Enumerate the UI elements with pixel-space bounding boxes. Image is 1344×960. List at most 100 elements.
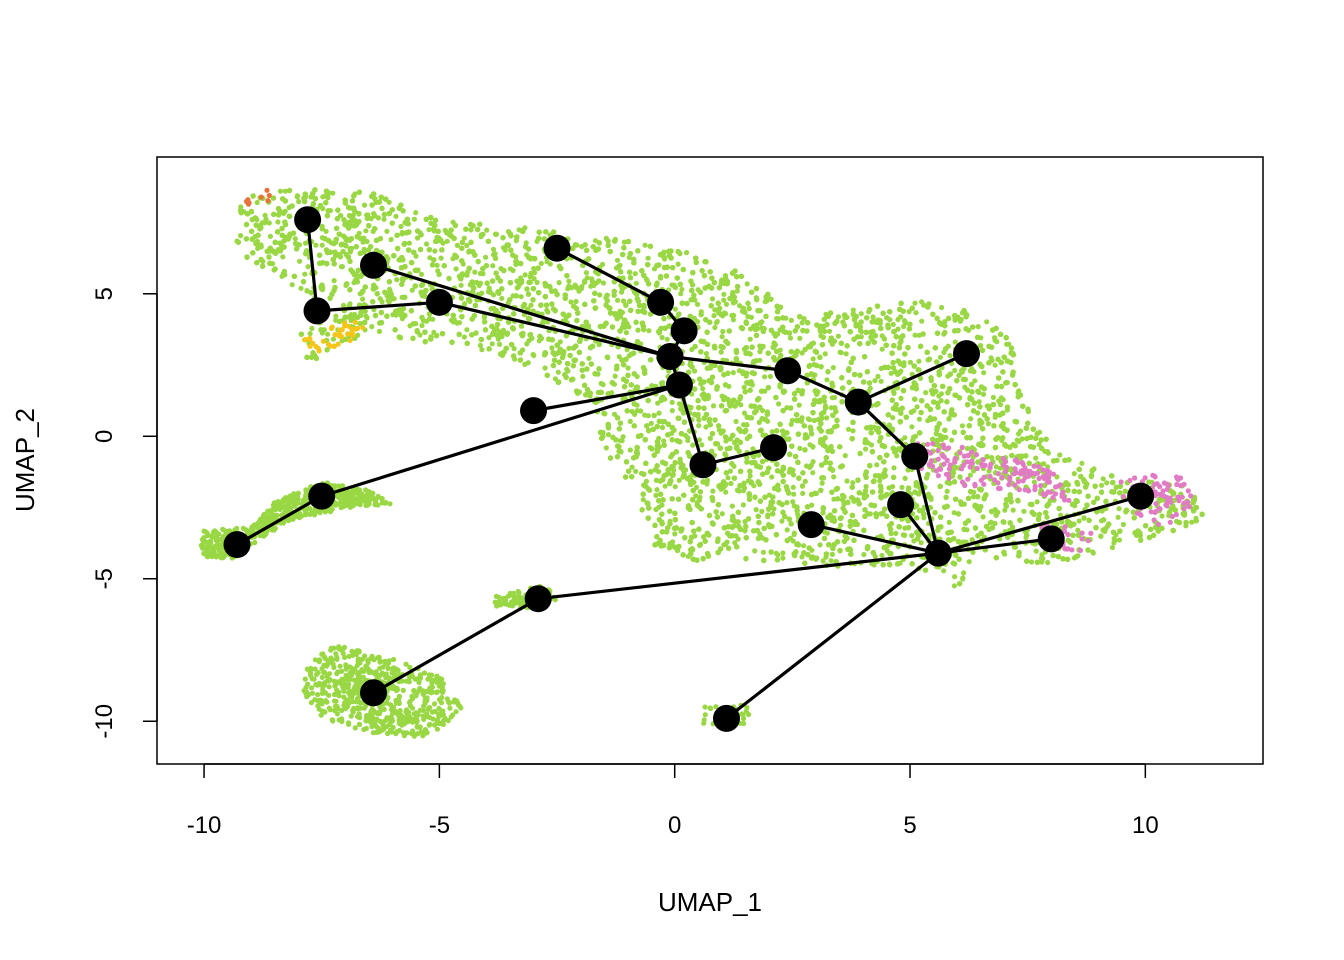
cell-point (376, 328, 383, 334)
cell-point (662, 483, 668, 489)
cell-point (672, 531, 678, 537)
cell-point (584, 275, 590, 281)
cell-point (917, 375, 924, 381)
cell-point (863, 483, 869, 490)
cell-point (1017, 428, 1024, 434)
cell-point (381, 216, 387, 222)
cell-point (824, 377, 830, 383)
cell-point (703, 351, 710, 357)
cell-point (625, 365, 631, 371)
cell-point (902, 435, 908, 441)
cell-point (817, 542, 823, 548)
cell-point (890, 321, 896, 328)
cell-point (552, 376, 559, 382)
cell-point (811, 417, 817, 424)
cell-point (1120, 521, 1126, 528)
cell-point (829, 551, 836, 558)
cell-point (363, 228, 369, 234)
cell-point (867, 385, 873, 391)
cell-point (964, 445, 971, 452)
cell-point (598, 380, 604, 387)
cell-point (709, 296, 716, 302)
cell-point (632, 271, 638, 277)
cell-point (544, 259, 550, 265)
cell-point (784, 500, 790, 506)
cell-point (878, 378, 884, 384)
cell-point (788, 421, 794, 427)
cell-point (730, 317, 737, 323)
cell-point (305, 264, 311, 270)
cell-point (835, 333, 842, 339)
cell-point (489, 341, 495, 347)
cell-point (620, 298, 627, 304)
cell-point (912, 332, 918, 338)
cell-point (799, 350, 805, 356)
cell-point (845, 426, 852, 432)
cell-point (913, 310, 919, 316)
cell-point (719, 511, 725, 517)
cell-point (458, 282, 464, 288)
cell-point (1076, 518, 1082, 524)
cell-point (959, 423, 966, 429)
cell-point (612, 373, 618, 379)
cell-point (874, 462, 880, 468)
cell-point (765, 512, 771, 518)
cell-point (780, 555, 786, 561)
cell-point (573, 298, 579, 305)
cell-point (338, 264, 344, 270)
cell-point (338, 212, 344, 219)
cell-point (1115, 514, 1121, 520)
cell-point (737, 303, 743, 309)
cell-point (438, 255, 444, 261)
cell-point (998, 395, 1004, 401)
cell-point (748, 314, 755, 320)
cell-point (728, 480, 734, 487)
cell-point (432, 248, 438, 254)
cell-point (1079, 460, 1085, 466)
cell-point (280, 254, 286, 260)
cell-point (701, 391, 707, 397)
cell-point (510, 267, 516, 274)
cell-point (556, 280, 562, 286)
cell-point (1159, 513, 1165, 519)
cell-point (1090, 550, 1096, 556)
cell-point (1057, 452, 1063, 458)
cell-point (918, 540, 924, 546)
cell-point (254, 199, 260, 206)
cell-point (411, 216, 417, 222)
cell-point (824, 415, 830, 421)
cell-point (997, 402, 1004, 408)
cell-point (1116, 537, 1122, 543)
cell-point (267, 233, 273, 239)
cell-point (861, 551, 867, 558)
cell-point (723, 489, 729, 495)
cell-point (661, 438, 667, 444)
cell-point (534, 279, 540, 286)
cell-point (393, 213, 399, 219)
cell-point (1036, 441, 1042, 448)
cell-point (361, 202, 368, 208)
cell-point (653, 492, 659, 498)
cell-point (522, 272, 528, 278)
cell-point (320, 194, 326, 200)
cell-point (835, 314, 842, 320)
cell-point (858, 311, 864, 317)
cell-point (497, 341, 503, 347)
cell-point (690, 442, 696, 448)
cell-point (1099, 482, 1105, 488)
cell-point (891, 465, 897, 471)
cell-point (1033, 548, 1039, 554)
cell-point (654, 487, 660, 493)
cell-point (406, 240, 412, 246)
cell-point (895, 316, 901, 323)
cell-point (696, 437, 703, 443)
cell-point (975, 410, 981, 416)
cell-point (1044, 514, 1050, 520)
cell-point (600, 280, 607, 286)
cell-point (912, 300, 918, 306)
cell-point (720, 328, 726, 335)
cell-point (544, 307, 550, 313)
cell-point (951, 510, 957, 516)
cell-point (879, 346, 885, 352)
cell-point (740, 488, 747, 494)
